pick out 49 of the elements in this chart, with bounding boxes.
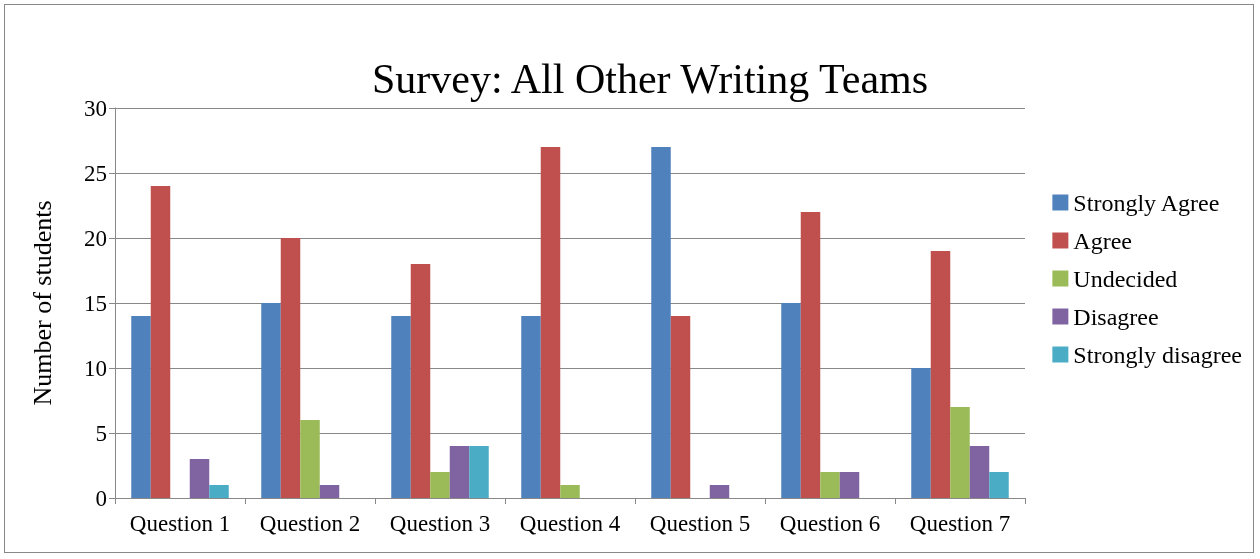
y-tick-label: 15	[84, 290, 107, 316]
bar	[150, 186, 171, 498]
y-tick-label: 30	[84, 95, 107, 121]
x-tick-label: Question 2	[259, 511, 361, 536]
legend-label: Disagree	[1073, 303, 1159, 330]
bar	[300, 420, 320, 498]
bar	[911, 368, 931, 498]
bar	[449, 446, 470, 498]
bar	[651, 147, 671, 498]
y-tick-label: 10	[84, 355, 107, 381]
legend-label: Strongly disagree	[1073, 341, 1243, 368]
bar	[521, 316, 541, 498]
y-tick-label: 20	[84, 225, 107, 251]
bar	[930, 251, 951, 498]
bar	[800, 212, 821, 498]
bar	[969, 446, 990, 498]
bar	[319, 485, 340, 498]
x-tick-label: Question 5	[649, 511, 751, 536]
bar	[131, 316, 151, 498]
x-tick-label: Question 4	[519, 511, 621, 536]
y-tick-label: 25	[84, 160, 107, 186]
chart-title: Survey: All Other Writing Teams	[371, 56, 929, 102]
bar	[950, 407, 970, 498]
bar	[540, 147, 561, 498]
legend-label: Agree	[1073, 227, 1133, 254]
bar	[391, 316, 411, 498]
bar	[989, 472, 1009, 498]
bar	[469, 446, 489, 498]
y-tick-label: 0	[95, 485, 107, 511]
bar	[189, 459, 210, 498]
x-tick-label: Question 6	[779, 511, 881, 536]
x-tick-label: Question 7	[909, 511, 1011, 536]
legend-label: Undecided	[1073, 265, 1178, 292]
x-tick-label: Question 3	[389, 511, 491, 536]
y-tick-label: 5	[95, 420, 107, 446]
bar	[430, 472, 450, 498]
y-axis-title: Number of students	[27, 200, 57, 406]
bar	[560, 485, 580, 498]
bar	[209, 485, 229, 498]
bar	[670, 316, 691, 498]
bar	[410, 264, 431, 498]
x-tick-label: Question 1	[129, 511, 231, 536]
bar	[781, 303, 801, 498]
bar	[261, 303, 281, 498]
bar	[820, 472, 840, 498]
bar	[280, 238, 301, 498]
bar	[839, 472, 860, 498]
legend-label: Strongly Agree	[1073, 189, 1220, 216]
bar	[709, 485, 730, 498]
